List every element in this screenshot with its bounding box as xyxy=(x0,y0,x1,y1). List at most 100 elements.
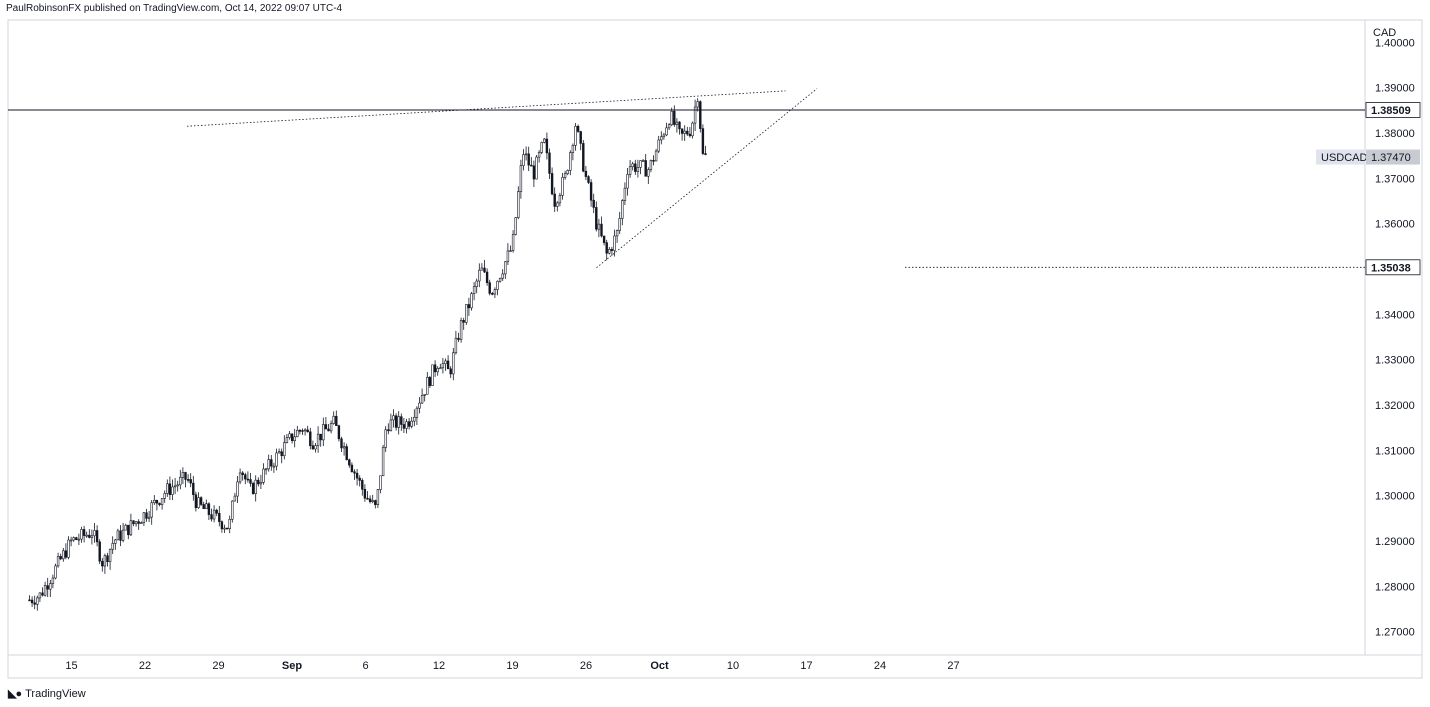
x-tick-label: 27 xyxy=(947,660,959,672)
candle-body xyxy=(675,121,679,125)
symbol-tag-bg xyxy=(1316,149,1365,165)
candle-body xyxy=(394,415,398,428)
candle-body xyxy=(480,267,484,271)
candle-body xyxy=(303,429,307,432)
candle-body xyxy=(597,223,601,230)
candle-body xyxy=(285,437,289,443)
last-price-label: 1.37470 xyxy=(1371,152,1411,164)
candle-body xyxy=(140,522,143,525)
price-labels-layer: 1.38509 1.35038 USDCAD 1.37470 xyxy=(1316,102,1421,276)
candle-body xyxy=(376,489,380,506)
candle-body xyxy=(114,539,117,544)
candle-body xyxy=(491,293,494,295)
candle-body xyxy=(683,130,686,134)
candle-body xyxy=(355,472,359,479)
candle-body xyxy=(77,538,81,541)
candle-body xyxy=(470,293,473,309)
candle-body xyxy=(576,125,580,132)
x-tick-label: 26 xyxy=(580,660,592,672)
candle-body xyxy=(452,352,455,375)
candle-body xyxy=(660,136,663,141)
candle-body xyxy=(309,431,312,446)
y-tick-label: 1.37000 xyxy=(1375,173,1415,185)
candle-body xyxy=(218,512,221,522)
candle-body xyxy=(704,153,707,155)
candle-body xyxy=(571,145,575,153)
candle-body xyxy=(426,377,429,395)
candle-body xyxy=(475,280,478,287)
candle-body xyxy=(381,447,385,477)
candle-body xyxy=(90,535,94,538)
candle-body xyxy=(43,585,47,596)
candle-body xyxy=(62,550,65,560)
candle-body xyxy=(699,101,702,129)
candle-body xyxy=(420,395,424,404)
candle-body xyxy=(75,537,78,540)
candle-body xyxy=(168,483,172,495)
candle-body xyxy=(155,499,159,504)
candle-body xyxy=(446,360,450,370)
candle-body xyxy=(558,195,562,204)
candle-body xyxy=(459,320,463,340)
time-axis[interactable]: 15 22 29 Sep 6 12 19 26 Oct 10 17 24 27 xyxy=(65,660,959,672)
candle-body xyxy=(82,529,86,536)
candle-body xyxy=(358,477,361,481)
candle-body xyxy=(56,556,60,567)
candle-body xyxy=(337,425,341,440)
candle-body xyxy=(332,415,335,424)
candle-body xyxy=(413,416,416,422)
candle-body xyxy=(67,539,70,558)
symbol-tag: USDCAD xyxy=(1321,152,1368,164)
candle-body xyxy=(543,138,546,143)
candle-body xyxy=(142,512,146,524)
candle-body xyxy=(348,459,351,466)
candle-body xyxy=(277,451,281,454)
candle-body xyxy=(207,503,211,515)
candle-body xyxy=(134,521,138,525)
candle-body xyxy=(147,516,151,519)
candle-body xyxy=(223,527,226,530)
candle-body xyxy=(667,124,671,129)
candle-body xyxy=(280,451,283,457)
candle-body xyxy=(418,402,421,409)
candle-body xyxy=(293,436,296,441)
candle-body xyxy=(595,207,598,230)
candle-body xyxy=(387,429,390,432)
candle-body xyxy=(530,164,533,167)
candle-body xyxy=(257,479,260,485)
candle-body xyxy=(462,320,465,323)
candle-body xyxy=(30,599,34,604)
candle-body xyxy=(509,250,512,252)
candle-body xyxy=(457,337,460,340)
candle-body xyxy=(647,169,650,177)
candle-body xyxy=(405,421,408,429)
x-tick-label: Oct xyxy=(650,660,669,672)
candle-body xyxy=(69,539,73,542)
currency-label: CAD xyxy=(1373,27,1396,39)
candle-body xyxy=(363,488,367,499)
candle-body xyxy=(540,142,543,153)
candle-body xyxy=(615,230,619,237)
candle-body xyxy=(657,139,660,152)
candle-body xyxy=(160,498,164,506)
candle-body xyxy=(210,514,213,520)
price-axis[interactable]: 1.400001.390001.380001.370001.360001.350… xyxy=(1375,37,1415,638)
chart-frame xyxy=(7,19,1423,679)
candle-body xyxy=(366,497,369,500)
candle-body xyxy=(173,485,177,488)
candle-body xyxy=(108,548,112,563)
annotations-layer xyxy=(8,88,1365,268)
candle-body xyxy=(561,177,564,196)
candle-body xyxy=(231,500,234,520)
candle-body xyxy=(670,110,673,126)
y-tick-label: 1.39000 xyxy=(1375,83,1415,95)
candle-body xyxy=(59,556,62,560)
candle-body xyxy=(691,122,694,137)
candle-body xyxy=(535,156,538,180)
y-tick-label: 1.30000 xyxy=(1375,491,1415,503)
candle-body xyxy=(519,165,523,192)
candle-body xyxy=(566,170,569,174)
candle-body xyxy=(623,187,627,201)
candle-body xyxy=(449,368,452,375)
